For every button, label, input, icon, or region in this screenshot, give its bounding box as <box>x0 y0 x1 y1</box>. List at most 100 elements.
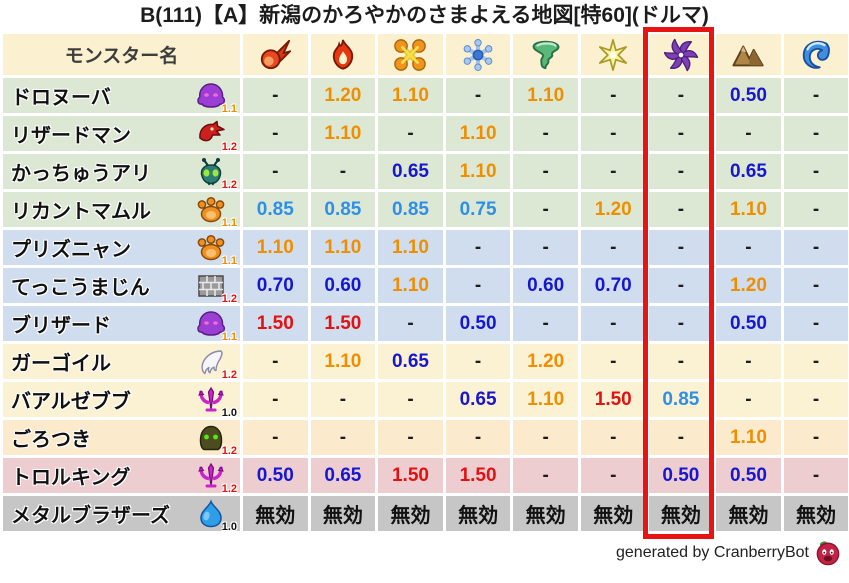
monster-name-header: モンスター名 <box>0 31 243 78</box>
resist-value-cell: 0.85 <box>307 189 379 230</box>
resist-value-cell: - <box>577 113 649 154</box>
resist-value-cell: 0.65 <box>307 455 379 496</box>
resist-value-cell: - <box>375 303 446 344</box>
monster-name: ごろつき <box>11 429 91 451</box>
monster-row: ガーゴイル 1.2-1.10 0.65-1.20- - - - <box>0 341 849 382</box>
brick-icon: 1.2 <box>196 271 237 302</box>
resist-value-cell: - <box>240 341 311 382</box>
resist-value-cell: - <box>240 75 311 116</box>
monster-name-cell: プリズニャン 1.1 <box>0 227 243 268</box>
resist-value-cell: 0.70 <box>240 265 311 306</box>
resist-value-cell: 1.10 <box>713 417 784 458</box>
resist-value-cell: 1.10 <box>375 75 446 116</box>
resist-value-cell: - <box>780 151 849 192</box>
dark-pinwheel-icon <box>650 38 712 72</box>
footer: generated by CranberryBot <box>0 534 849 572</box>
resist-value-cell: - <box>442 75 514 116</box>
resist-value-cell: 1.10 <box>375 265 446 306</box>
monster-row: ドロヌーバ 1.1-1.20 1.10-1.10- -0.50- <box>0 75 849 116</box>
resist-value-cell: - <box>510 417 581 458</box>
resist-value-cell: - <box>645 341 717 382</box>
resist-value-cell: - <box>780 379 849 420</box>
resist-value-cell: - <box>577 417 649 458</box>
purple-blob-icon: 1.1 <box>196 81 237 112</box>
resist-value-cell: 0.50 <box>240 455 311 496</box>
resist-value-cell: 0.65 <box>442 379 514 420</box>
monster-name: リカントマムル <box>11 201 151 223</box>
resist-value-cell: 無効 <box>307 493 379 534</box>
resist-value-cell: - <box>780 227 849 268</box>
paw-icon: 1.1 <box>196 195 237 226</box>
header-row: モンスター名 <box>0 31 849 78</box>
resist-value-cell: 0.60 <box>510 265 581 306</box>
resist-value-cell: - <box>577 341 649 382</box>
wing-icon: 1.2 <box>196 347 237 378</box>
paw-icon: 1.1 <box>196 233 237 264</box>
tornado-icon <box>515 38 577 72</box>
resist-value-cell: - <box>713 227 784 268</box>
resist-value-cell: 0.50 <box>713 455 784 496</box>
monster-name-cell: てっこうまじん 1.2 <box>0 265 243 306</box>
resist-value-cell: 0.65 <box>713 151 784 192</box>
monster-name-cell: ごろつき 1.2 <box>0 417 243 458</box>
resist-value-cell: - <box>645 417 717 458</box>
monster-name: バアルゼブブ <box>11 391 131 413</box>
red-dragon-icon: 1.2 <box>196 119 237 150</box>
snowflake-icon <box>447 38 509 72</box>
resist-value-cell: - <box>375 379 446 420</box>
rank-badge: 1.0 <box>221 520 237 533</box>
monster-name: プリズニャン <box>11 239 131 261</box>
element-column-header <box>240 31 311 78</box>
resist-value-cell: 1.10 <box>240 227 311 268</box>
monster-row: リザードマン 1.2-1.10-1.10- - - - - <box>0 113 849 154</box>
resist-value-cell: - <box>645 75 717 116</box>
burst-icon <box>380 38 442 72</box>
resist-value-cell: - <box>510 113 581 154</box>
resist-value-cell: 1.10 <box>307 113 379 154</box>
resist-value-cell: 1.50 <box>375 455 446 496</box>
resist-value-cell: 0.65 <box>375 151 446 192</box>
resist-value-cell: - <box>645 189 717 230</box>
resistance-table: モンスター名 ドロヌーバ 1.1-1.20 1.10-1.10- -0.50- リザード… <box>0 31 849 534</box>
monster-row: ごろつき 1.2- - - - - - -1.10- <box>0 417 849 458</box>
rank-badge: 1.2 <box>221 140 237 153</box>
monster-name: ドロヌーバ <box>11 87 111 109</box>
resist-value-cell: 1.10 <box>307 227 379 268</box>
resist-value-cell: 0.50 <box>442 303 514 344</box>
monster-name-cell: バアルゼブブ 1.0 <box>0 379 243 420</box>
slime-icon: 1.0 <box>196 498 237 530</box>
rank-badge: 1.0 <box>221 406 237 419</box>
rank-badge: 1.2 <box>221 444 237 457</box>
resist-value-cell: - <box>375 417 446 458</box>
resist-value-cell: 1.10 <box>510 379 581 420</box>
credit-text: generated by CranberryBot <box>616 544 809 561</box>
resist-value-cell: 1.50 <box>577 379 649 420</box>
resist-value-cell: 1.20 <box>510 341 581 382</box>
resist-value-cell: 1.20 <box>307 75 379 116</box>
resist-value-cell: - <box>510 151 581 192</box>
element-column-header <box>577 31 649 78</box>
resist-value-cell: 無効 <box>510 493 581 534</box>
element-column-header <box>645 31 717 78</box>
resist-value-cell: - <box>577 455 649 496</box>
resist-value-cell: - <box>510 227 581 268</box>
element-column-header <box>442 31 514 78</box>
element-column-header <box>510 31 581 78</box>
monster-row: トロルキング 1.2 0.50 0.65 1.50 1.50- -0.50 0.50- <box>0 455 849 496</box>
monster-name: かっちゅうアリ <box>11 163 151 185</box>
monster-row: バアルゼブブ 1.0- - -0.65 1.10 1.50 0.85- - <box>0 379 849 420</box>
resist-value-cell: - <box>375 113 446 154</box>
monster-name-cell: ガーゴイル 1.2 <box>0 341 243 382</box>
resist-value-cell: 0.85 <box>645 379 717 420</box>
trident-icon: 1.0 <box>196 385 237 416</box>
monster-name-cell: リカントマムル 1.1 <box>0 189 243 230</box>
resist-value-cell: - <box>713 379 784 420</box>
resist-value-cell: - <box>240 151 311 192</box>
monster-name: ブリザード <box>11 315 111 337</box>
resist-value-cell: 無効 <box>645 493 717 534</box>
resist-value-cell: - <box>780 455 849 496</box>
resist-value-cell: 無効 <box>577 493 649 534</box>
resist-value-cell: - <box>645 151 717 192</box>
monster-name-cell: ブリザード 1.1 <box>0 303 243 344</box>
monster-row: メタルブラザーズ 1.0 無効 無効 無効 無効 無効 無効 無効 無効 無効 <box>0 493 849 534</box>
